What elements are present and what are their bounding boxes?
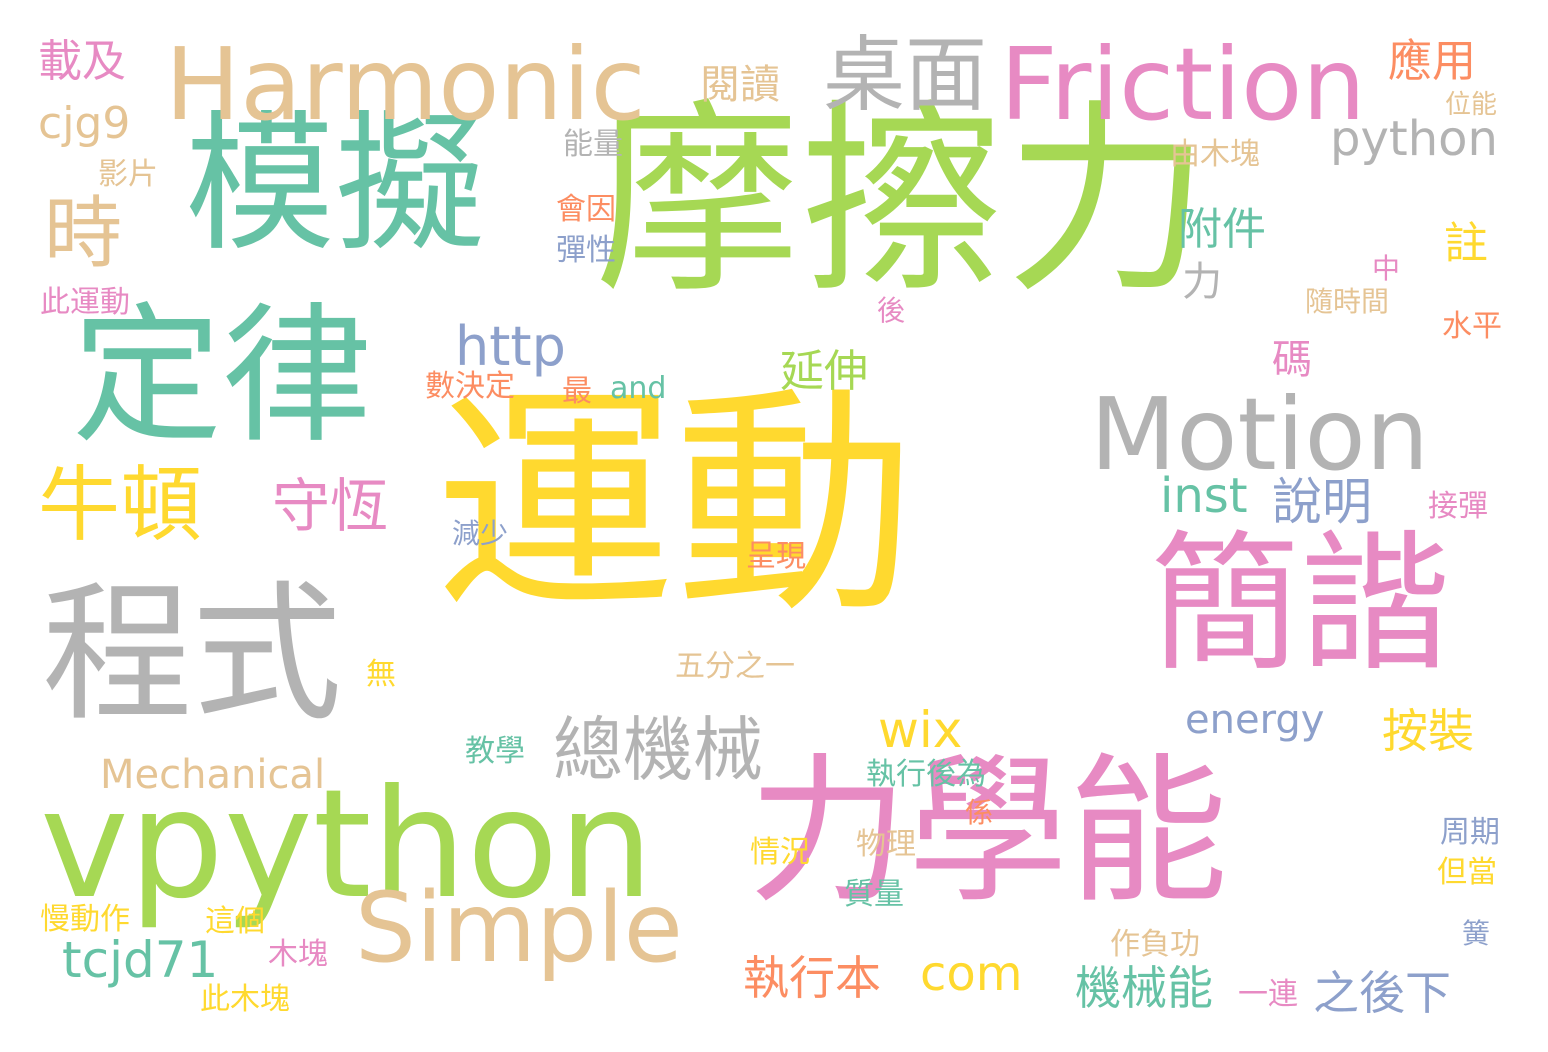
word-cjk-64: 但當 xyxy=(1437,855,1497,890)
word-cjk-6: 程式 xyxy=(42,568,343,742)
word-cjk-69: 此木塊 xyxy=(200,982,290,1017)
word-cjk-41: 會因 xyxy=(556,192,616,227)
word-inst: inst xyxy=(1160,468,1248,524)
word-cjk-50: 數決定 xyxy=(425,369,515,404)
word-cjk-1: 摩擦力 xyxy=(595,83,1210,321)
word-cjk-57: 無 xyxy=(366,657,396,692)
word-cjk-53: 減少 xyxy=(452,517,509,550)
word-http: http xyxy=(455,315,566,378)
word-cjk-3: 定律 xyxy=(72,290,373,464)
word-cjk-15: 總機械 xyxy=(553,709,763,791)
word-cjk-56: 五分之一 xyxy=(675,649,795,684)
word-cjk-62: 情況 xyxy=(750,835,810,870)
word-cjk-35: 載及 xyxy=(38,36,126,87)
word-cjk-28: 機械能 xyxy=(1075,961,1213,1015)
word-cjk-67: 這個 xyxy=(205,904,265,939)
word-cjk-2: 力學能 xyxy=(748,738,1229,925)
word-cjk-40: 影片 xyxy=(98,157,158,192)
word-cjk-27: 執行本 xyxy=(743,951,881,1005)
word-cjk-0: 運動 xyxy=(435,365,916,645)
word-cjg9: cjg9 xyxy=(38,98,131,149)
word-cjk-49: 後 xyxy=(877,294,906,327)
word-energy: energy xyxy=(1185,697,1325,743)
word-cjk-47: 隨時間 xyxy=(1305,285,1390,318)
word-cjk-33: 閱讀 xyxy=(700,62,780,108)
word-mechanical: Mechanical xyxy=(100,752,326,798)
word-cjk-71: 一連 xyxy=(1238,977,1298,1012)
word-cjk-12: 桌面 xyxy=(823,28,988,123)
word-cjk-61: 周期 xyxy=(1440,815,1500,850)
word-cjk-4: 模擬 xyxy=(185,98,486,272)
word-cjk-45: 位能 xyxy=(1445,90,1498,120)
word-cjk-29: 之後下 xyxy=(1313,966,1451,1020)
word-cjk-37: 碼 xyxy=(1272,337,1312,383)
word-cjk-7: 簡諧 xyxy=(1150,518,1451,692)
word-vpython: vpython xyxy=(40,758,654,932)
word-python: python xyxy=(1330,111,1498,167)
word-cjk-68: 木塊 xyxy=(268,937,328,972)
word-cjk-44: 由木塊 xyxy=(1170,137,1260,172)
word-cjk-31: 附件 xyxy=(1178,204,1266,255)
word-wix: wix xyxy=(878,701,963,759)
word-cjk-55: 呈現 xyxy=(746,539,806,574)
word-cjk-16: 時 xyxy=(44,189,123,279)
word-motion: Motion xyxy=(1090,376,1430,493)
word-cjk-58: 教學 xyxy=(465,734,525,769)
word-cjk-60: 係 xyxy=(965,796,994,829)
word-cjk-32: 延伸 xyxy=(780,346,868,397)
word-cjk-36: 註 xyxy=(1444,218,1488,269)
word-cjk-51: 最 xyxy=(562,374,592,409)
word-simple: Simple xyxy=(355,872,683,984)
word-cjk-14: 守恆 xyxy=(272,472,389,540)
word-cjk-63: 物理 xyxy=(856,827,916,862)
word-cjk-23: 按裝 xyxy=(1382,704,1474,758)
word-cjk-38: 力 xyxy=(1182,259,1222,305)
word-cjk-65: 質量 xyxy=(844,877,904,912)
word-friction: Friction xyxy=(1000,26,1366,143)
word-cjk-39: 能量 xyxy=(563,127,623,162)
word-cjk-66: 慢動作 xyxy=(40,902,130,937)
word-cjk-48: 水平 xyxy=(1442,309,1502,344)
word-harmonic: Harmonic xyxy=(165,26,646,143)
word-cjk-22: 說明 xyxy=(1272,473,1372,531)
word-cjk-70: 作負功 xyxy=(1110,927,1200,962)
word-cjk-59: 執行後為 xyxy=(866,757,986,792)
word-com: com xyxy=(920,946,1023,1002)
word-cjk-54: 接彈 xyxy=(1428,489,1488,524)
word-cjk-72: 簧 xyxy=(1462,917,1491,950)
word-tcjd71: tcjd71 xyxy=(62,931,219,989)
word-cjk-43: 此運動 xyxy=(40,285,130,320)
word-cjk-34: 應用 xyxy=(1388,36,1476,87)
word-and: and xyxy=(610,371,667,406)
word-cjk-46: 中 xyxy=(1372,252,1401,285)
word-cjk-42: 彈性 xyxy=(556,233,616,268)
word-cjk-13: 牛頓 xyxy=(38,458,203,553)
